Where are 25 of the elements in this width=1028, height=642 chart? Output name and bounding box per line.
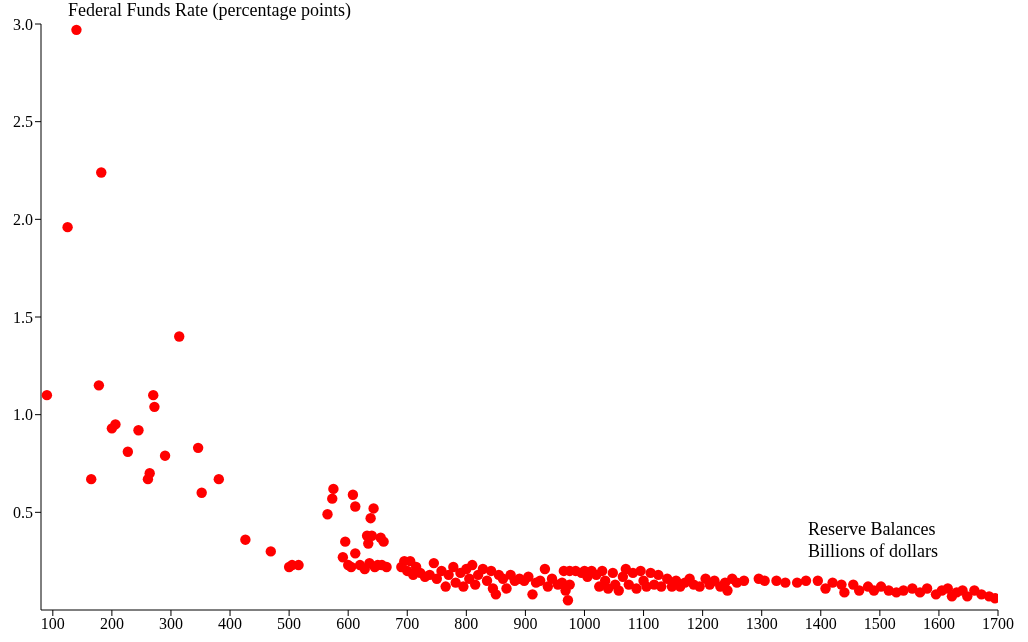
x-tick-label: 700 <box>395 615 420 633</box>
y-tick-label: 0.5 <box>13 504 33 522</box>
x-tick-label: 500 <box>277 615 302 633</box>
x-tick-label: 200 <box>99 615 124 633</box>
x-tick-label: 1600 <box>922 615 955 633</box>
x-tick-label: 1000 <box>568 615 601 633</box>
y-tick-label: 1.5 <box>13 308 33 326</box>
x-tick-label: 1400 <box>804 615 837 633</box>
y-tick-label: 2.5 <box>13 113 33 131</box>
x-tick-label: 1100 <box>627 615 660 633</box>
x-tick-label: 100 <box>40 615 65 633</box>
y-tick-label: 2.0 <box>13 211 33 229</box>
x-tick-label: 1200 <box>686 615 719 633</box>
x-tick-label: 1500 <box>863 615 896 633</box>
y-axis-title: Federal Funds Rate (percentage points) <box>68 0 351 21</box>
x-axis-title: Reserve Balances Billions of dollars <box>808 518 938 562</box>
x-tick-label: 600 <box>336 615 361 633</box>
x-tick-label: 1300 <box>745 615 778 633</box>
x-tick-label: 1700 <box>982 615 1014 633</box>
x-tick-label: 400 <box>218 615 243 633</box>
y-tick-label: 3.0 <box>13 15 33 33</box>
x-tick-label: 300 <box>158 615 183 633</box>
y-tick-label: 1.0 <box>13 406 33 424</box>
x-tick-label: 900 <box>513 615 538 633</box>
x-tick-label: 800 <box>454 615 479 633</box>
